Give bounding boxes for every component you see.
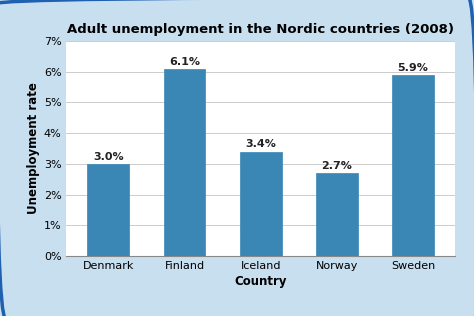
Y-axis label: Unemployment rate: Unemployment rate xyxy=(27,82,40,215)
Bar xyxy=(87,164,129,256)
X-axis label: Country: Country xyxy=(235,275,287,288)
Bar xyxy=(316,173,358,256)
Bar xyxy=(240,152,282,256)
Text: 3.0%: 3.0% xyxy=(93,152,124,162)
Text: 5.9%: 5.9% xyxy=(398,63,428,73)
Title: Adult unemployment in the Nordic countries (2008): Adult unemployment in the Nordic countri… xyxy=(67,23,454,36)
Bar xyxy=(164,69,205,256)
Text: 3.4%: 3.4% xyxy=(245,139,276,149)
Text: 6.1%: 6.1% xyxy=(169,57,200,67)
Bar xyxy=(392,75,434,256)
Text: 2.7%: 2.7% xyxy=(321,161,352,171)
